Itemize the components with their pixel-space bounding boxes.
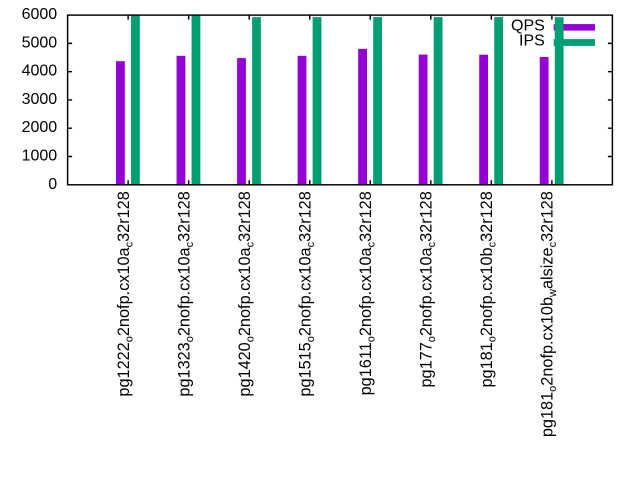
svg-text:1000: 1000 <box>22 148 58 165</box>
svg-text:4000: 4000 <box>22 63 58 80</box>
svg-text:pg1611o2nofp.cx10ac32r128: pg1611o2nofp.cx10ac32r128 <box>357 191 378 395</box>
svg-text:pg1420o2nofp.cx10ac32r128: pg1420o2nofp.cx10ac32r128 <box>236 191 257 396</box>
svg-text:3000: 3000 <box>22 91 58 108</box>
svg-text:pg181o2nofp.cx10bwalsizec32r12: pg181o2nofp.cx10bwalsizec32r128 <box>539 191 560 437</box>
svg-text:5000: 5000 <box>22 34 58 51</box>
svg-text:pg1515o2nofp.cx10ac32r128: pg1515o2nofp.cx10ac32r128 <box>297 191 318 396</box>
svg-text:pg177o2nofp.cx10ac32r128: pg177o2nofp.cx10ac32r128 <box>418 191 439 387</box>
svg-text:pg1323o2nofp.cx10ac32r128: pg1323o2nofp.cx10ac32r128 <box>175 191 196 396</box>
svg-text:0: 0 <box>48 176 57 193</box>
svg-text:QPS: QPS <box>511 17 545 34</box>
svg-text:pg181o2nofp.cx10bc32r128: pg181o2nofp.cx10bc32r128 <box>478 191 499 387</box>
svg-text:6000: 6000 <box>22 6 58 23</box>
svg-text:pg1222o2nofp.cx10ac32r128: pg1222o2nofp.cx10ac32r128 <box>115 191 136 396</box>
svg-text:IPS: IPS <box>519 32 545 49</box>
svg-text:2000: 2000 <box>22 119 58 136</box>
